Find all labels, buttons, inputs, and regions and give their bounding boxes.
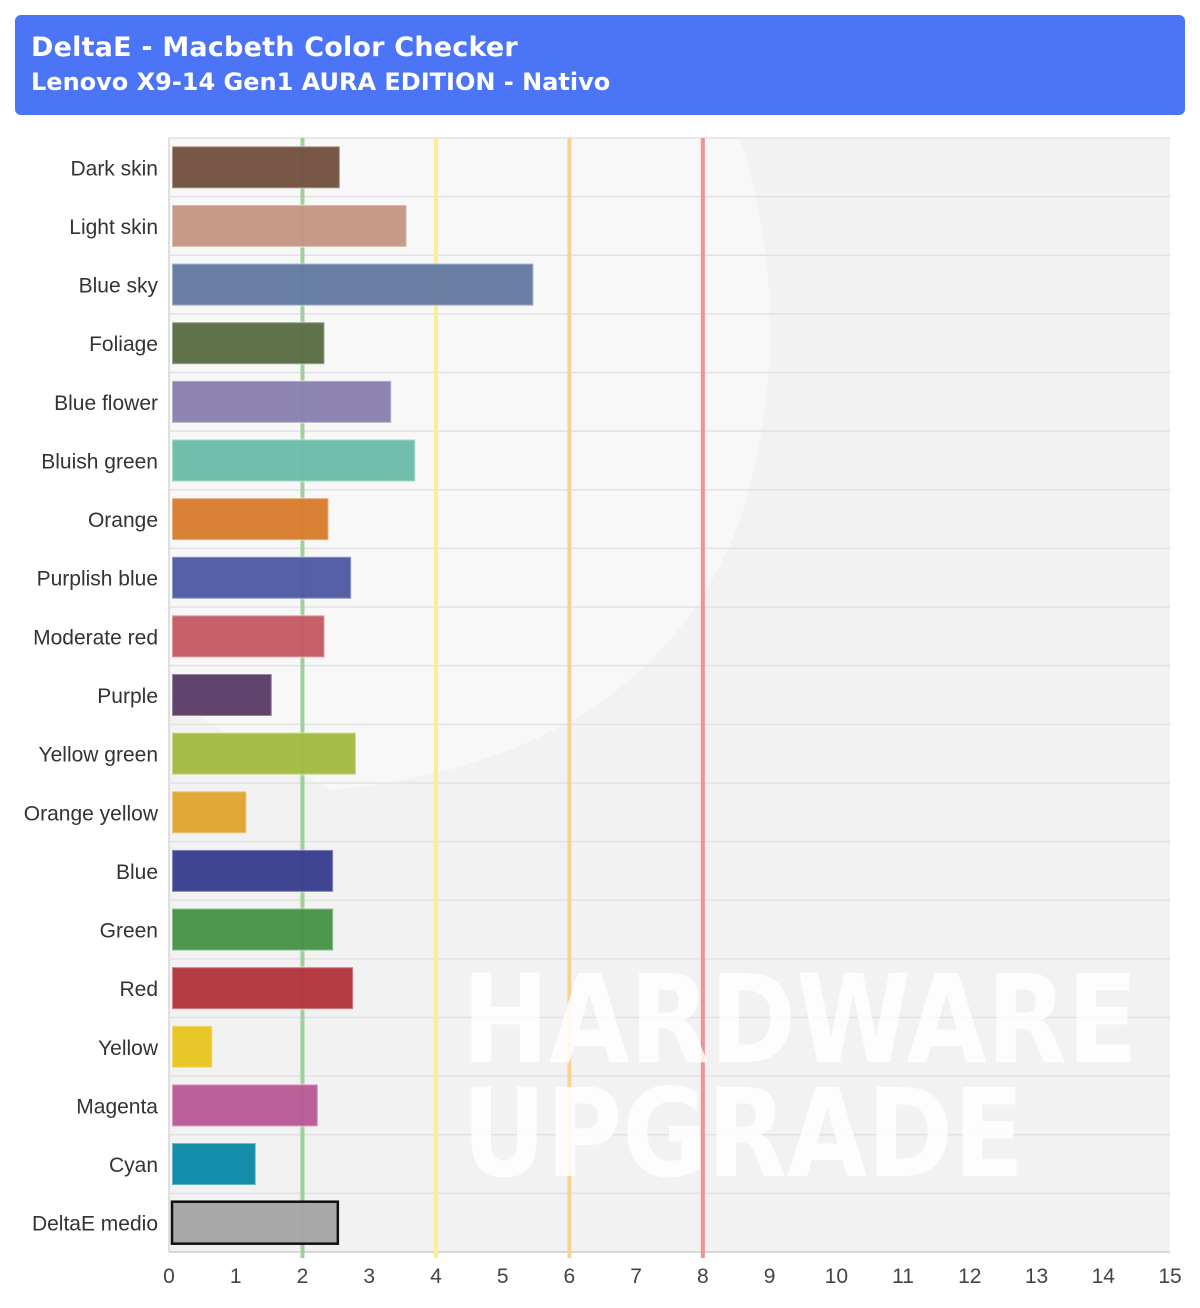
x-tick-label: 12 <box>958 1265 981 1288</box>
bar-red[interactable] <box>172 967 353 1009</box>
x-tick-label: 4 <box>430 1265 442 1288</box>
bar-orange-yellow[interactable] <box>172 791 246 833</box>
category-label: Yellow green <box>39 744 158 767</box>
x-tick-label: 2 <box>297 1265 309 1288</box>
category-label: Blue sky <box>79 275 159 298</box>
category-label: Orange <box>88 509 158 532</box>
bar-blue[interactable] <box>172 850 333 892</box>
x-tick-label: 11 <box>892 1265 914 1288</box>
bar-dark-skin[interactable] <box>172 146 340 188</box>
x-axis-ticks: 0123456789101112131415 <box>163 1265 1182 1288</box>
x-tick-label: 9 <box>764 1265 776 1288</box>
bar-bluish-green[interactable] <box>172 439 415 481</box>
category-label: Cyan <box>109 1154 158 1177</box>
x-tick-label: 0 <box>163 1265 175 1288</box>
category-label: Foliage <box>89 333 158 356</box>
bar-yellow-green[interactable] <box>172 733 356 775</box>
category-label: Yellow <box>98 1037 159 1060</box>
x-tick-label: 13 <box>1025 1265 1048 1288</box>
bar-purplish-blue[interactable] <box>172 557 351 599</box>
category-label: Purplish blue <box>37 568 158 591</box>
category-label: Green <box>100 920 158 943</box>
x-tick-label: 7 <box>630 1265 642 1288</box>
bar-blue-sky[interactable] <box>172 264 533 306</box>
category-label: Red <box>119 978 158 1001</box>
bar-yellow[interactable] <box>172 1026 212 1068</box>
category-label: Purple <box>97 685 158 708</box>
bar-purple[interactable] <box>172 674 272 716</box>
bar-blue-flower[interactable] <box>172 381 391 423</box>
category-label: Magenta <box>76 1095 158 1118</box>
bar-deltae-medio[interactable] <box>172 1202 338 1244</box>
x-tick-label: 5 <box>497 1265 509 1288</box>
bar-foliage[interactable] <box>172 322 324 364</box>
bar-orange[interactable] <box>172 498 328 540</box>
x-tick-label: 14 <box>1092 1265 1116 1288</box>
watermark-text-2: UPGRADE <box>462 1063 1024 1205</box>
category-label: Blue <box>116 861 158 884</box>
x-tick-label: 15 <box>1158 1265 1181 1288</box>
category-label: DeltaE medio <box>32 1213 158 1236</box>
category-label: Dark skin <box>70 157 158 180</box>
bar-cyan[interactable] <box>172 1143 256 1185</box>
x-tick-label: 6 <box>564 1265 576 1288</box>
x-tick-label: 10 <box>825 1265 848 1288</box>
x-tick-label: 3 <box>363 1265 375 1288</box>
bar-light-skin[interactable] <box>172 205 407 247</box>
category-label: Moderate red <box>33 626 158 649</box>
bar-magenta[interactable] <box>172 1084 318 1126</box>
category-label: Orange yellow <box>24 802 159 825</box>
x-tick-label: 1 <box>230 1265 242 1288</box>
bar-moderate-red[interactable] <box>172 615 324 657</box>
category-label: Blue flower <box>54 392 158 415</box>
category-label: Bluish green <box>41 450 158 473</box>
x-tick-label: 8 <box>697 1265 709 1288</box>
category-label: Light skin <box>69 216 158 239</box>
category-labels: Dark skin Light skin Blue sky Foliage Blue f… <box>24 157 159 1235</box>
bar-green[interactable] <box>172 909 333 951</box>
